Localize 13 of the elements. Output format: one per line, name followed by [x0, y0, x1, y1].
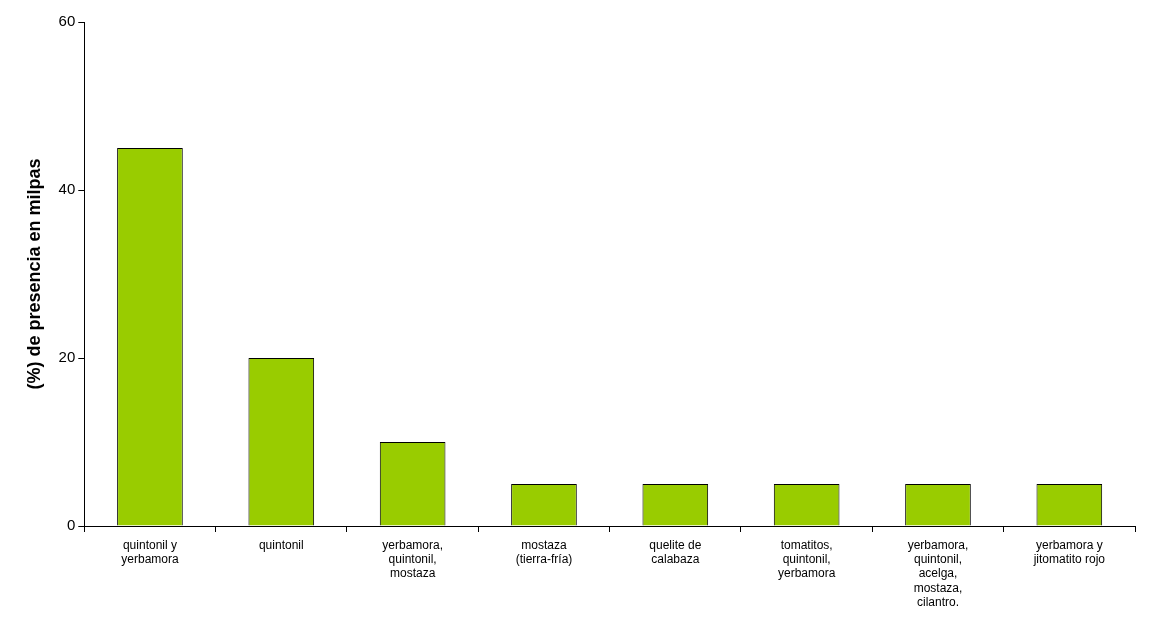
x-tick-label: yerbamora, quintonil, mostaza — [382, 537, 443, 581]
y-tick-label: 20 — [58, 348, 76, 366]
x-tick-label: mostaza (tierra-fría) — [515, 537, 573, 566]
y-tick-label: 40 — [58, 180, 76, 198]
x-tick-label: quelite de calabaza — [649, 537, 702, 566]
y-axis-title: (%) de presencia en milpas — [23, 158, 44, 390]
y-tick-label: 60 — [58, 12, 76, 30]
y-tick-label: 0 — [66, 516, 76, 534]
x-tick-label: quintonil — [258, 537, 304, 552]
x-tick-label: quintonil y yerbamora — [121, 537, 179, 566]
x-tick-label: tomatitos, quintonil, yerbamora — [777, 537, 836, 581]
x-tick-label: yerbamora, quintonil, acelga, mostaza, cilantro. — [907, 537, 969, 610]
x-tick-label: yerbamora y jitomatito rojo — [1032, 537, 1106, 566]
